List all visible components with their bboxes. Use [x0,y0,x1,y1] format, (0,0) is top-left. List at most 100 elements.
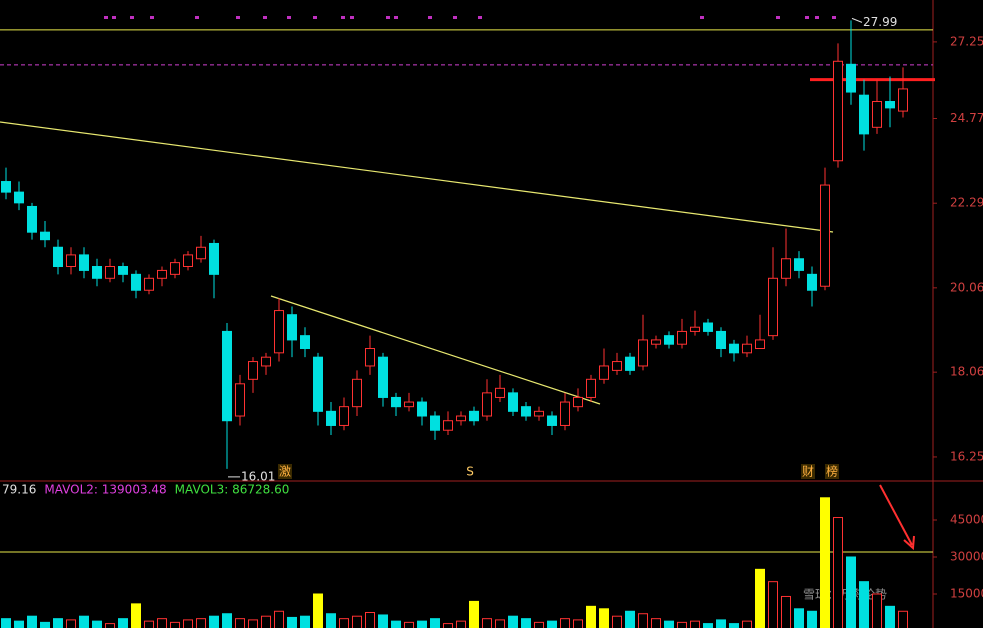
volume-bar [807,610,817,628]
volume-bar [79,615,89,628]
volume-bar [534,621,544,628]
volume-bar [482,618,492,628]
volume-bar [157,618,167,628]
volume-bar [14,620,24,628]
candle-body [677,330,687,345]
candle-body [53,246,63,268]
candle-body [664,335,674,345]
candle-body [560,401,570,426]
volume-bar [287,616,297,628]
candle-body [404,401,414,408]
marker: 财 [802,465,814,479]
volume-bar [859,581,869,628]
candle-body [534,410,544,417]
candle-body [274,310,284,354]
volume-bar [690,620,700,628]
candle-body [768,277,778,337]
y-tick-label: 27.25 [950,34,983,48]
candle-body [495,387,505,398]
candle-body [820,184,830,287]
candle-body [573,396,583,408]
candle-body [131,273,141,291]
volume-bar [365,611,375,628]
candle-body [690,326,700,332]
marker-box [278,464,292,479]
candle-body [716,330,726,350]
y-tick-label: 22.29 [950,196,983,210]
volume-bar [300,615,310,628]
candle-body [196,246,206,260]
volume-bar [404,621,414,628]
volume-bar [469,600,479,628]
candle-body [482,392,492,417]
candle-body [430,415,440,431]
volume-bar [703,623,713,628]
volume-bar [66,619,76,628]
high-arrow [851,17,863,23]
high-label: 27.99 [863,15,897,29]
volume-bar [651,618,661,628]
volume-bar [885,605,895,628]
volume-bar [755,568,765,628]
legend-entry: 79.16 [2,483,36,497]
legend-entry: MAVOL3: 86728.60 [175,483,290,497]
candle-body [339,406,349,426]
volume-bar [573,619,583,628]
volume-bar [794,608,804,628]
candle-body [456,415,466,422]
candle-body [144,277,154,291]
candle-body [378,356,388,398]
top-dots [104,16,836,19]
candle-body [352,378,362,408]
legend-entry: MAVOL2: 139003.48 [44,483,166,497]
volume-bar [118,618,128,628]
volume-bar [625,610,635,628]
volume-bar [144,620,154,628]
candle-body [781,258,791,279]
candle-body [638,339,648,367]
candle-body [105,266,115,279]
volume-bar [664,620,674,628]
candle-body [40,231,50,241]
volume-bar [170,621,180,628]
candle-body [625,356,635,371]
candle-body [118,266,128,275]
candle-body [521,406,531,417]
candle-body [846,63,856,93]
volume-bar [40,621,50,628]
candle-body [365,348,375,367]
volume-bar [508,615,518,628]
candle-body [222,330,232,422]
candle-body [313,356,323,412]
candle-body [1,181,11,193]
volume-bar [209,615,219,628]
volume-bar [222,613,232,628]
volume-bar [599,608,609,628]
volume-bar [560,618,570,628]
candle-body [170,262,180,275]
marker-box [463,464,477,479]
candle-body [417,401,427,417]
candle-body [66,254,76,268]
volume-bar [638,613,648,628]
volume-bar [872,593,882,628]
candle-body [703,322,713,332]
volume-bar [53,618,63,628]
candle-body [14,191,24,204]
volume-bar [833,517,843,628]
volume-bar [92,620,102,628]
volume-bar [729,623,739,628]
volume-bar [612,615,622,628]
low-label: 16.01 [241,469,275,483]
y-tick-label: 16.25 [950,449,983,463]
candle-body [651,339,661,345]
candle-body [326,410,336,426]
y-tick-label: 20.06 [950,280,983,294]
candle-body [898,88,908,112]
candle-body [469,410,479,422]
candle-body [794,258,804,271]
candle-body [209,242,219,275]
candle-body [183,254,193,268]
volume-bar [846,556,856,628]
candle-body [157,269,167,279]
